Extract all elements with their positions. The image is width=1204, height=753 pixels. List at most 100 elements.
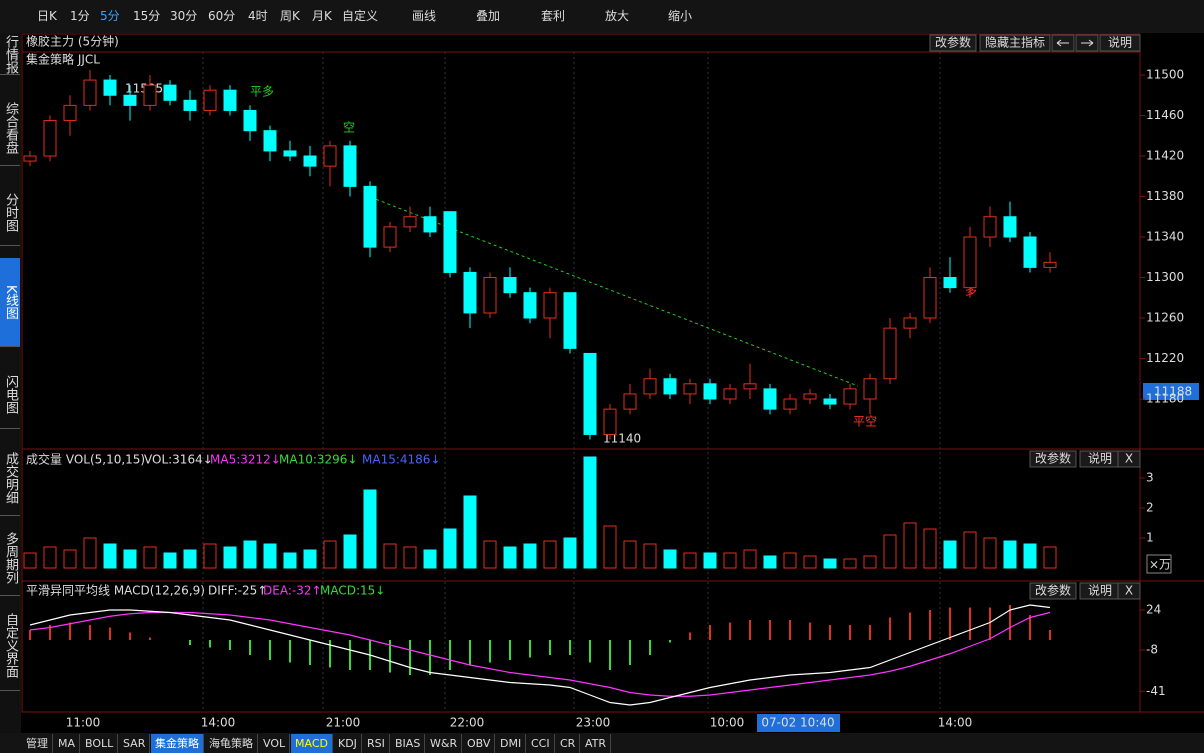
strategy-label: 集金策略 JJCL	[26, 52, 100, 67]
volume-bar	[163, 552, 177, 569]
price-tick-label: 11500	[1146, 68, 1184, 82]
candle-body	[703, 383, 717, 400]
volume-bar	[343, 534, 357, 569]
time-label: 14:00	[201, 716, 236, 730]
volume-bar	[503, 546, 517, 569]
toolbar-button[interactable]: 自定义	[342, 9, 379, 23]
candle-body	[843, 388, 857, 405]
sidebar-tab[interactable]: 成交明细	[0, 440, 20, 516]
panel-borders	[21, 33, 1204, 713]
bottom-tab[interactable]: CCI	[527, 734, 555, 753]
bottom-tab[interactable]: BIAS	[391, 734, 426, 753]
current-price-box	[1143, 383, 1199, 400]
candle-body	[183, 99, 197, 111]
bottom-tab[interactable]: SAR	[119, 734, 151, 753]
price-tick-label: 11380	[1146, 189, 1184, 203]
volume-bar	[643, 543, 657, 569]
volume-bar	[803, 555, 817, 569]
sidebar-tab[interactable]: 行情报价	[0, 34, 20, 75]
panel-button-label: 说明	[1088, 583, 1112, 598]
bottom-tab[interactable]: ATR	[581, 734, 612, 753]
bottom-tab[interactable]: 集金策略	[151, 734, 204, 753]
candle-body	[803, 393, 817, 400]
sidebar-tab[interactable]: 分时图	[0, 180, 20, 246]
time-label: 14:00	[938, 716, 973, 730]
price-tick-label: 11340	[1146, 230, 1184, 244]
candle-body	[403, 216, 417, 228]
bottom-tab[interactable]: 海龟策略	[205, 734, 258, 753]
candle-body	[43, 120, 57, 157]
bottom-tab[interactable]: KDJ	[334, 734, 362, 753]
candle-body	[483, 277, 497, 314]
bottom-tab[interactable]: W&R	[426, 734, 463, 753]
bottom-tab[interactable]: BOLL	[81, 734, 119, 753]
volume-bar	[1023, 543, 1037, 569]
price-tick-label: 11420	[1146, 149, 1184, 163]
bottom-tab[interactable]: OBV	[463, 734, 496, 753]
signal-label: 平空	[853, 415, 877, 429]
sidebar-tab[interactable]: 综合看盘	[0, 90, 20, 166]
panel-button	[1029, 450, 1077, 468]
volume-bar	[203, 543, 217, 569]
candle-body	[463, 271, 477, 314]
sidebar-tab[interactable]: 自定义界面	[0, 600, 20, 691]
volume-bar	[583, 456, 597, 569]
sidebar-tab[interactable]: 多周期列	[0, 520, 20, 596]
toolbar-button[interactable]: 30分	[170, 9, 198, 23]
volume-bar	[223, 546, 237, 569]
panel-button	[1117, 450, 1141, 468]
bottom-tab[interactable]: VOL	[259, 734, 291, 753]
toolbar-button[interactable]: 月K	[312, 9, 332, 23]
toolbar-button[interactable]: 4时	[248, 9, 268, 23]
bottom-tab[interactable]: 管理	[22, 734, 53, 753]
toolbar-button[interactable]: 套利	[541, 9, 566, 23]
toolbar-button[interactable]: 1分	[70, 9, 90, 23]
candle-body	[943, 277, 957, 289]
bottom-tab[interactable]: CR	[556, 734, 581, 753]
volume-bar	[903, 522, 917, 569]
toolbar-button[interactable]: 60分	[208, 9, 236, 23]
macd-tick-label: -41	[1146, 684, 1166, 698]
macd-tick-label: -8	[1146, 643, 1158, 657]
candle-body	[363, 185, 377, 248]
volume-bar	[323, 540, 337, 569]
bottom-tab[interactable]: MA	[54, 734, 81, 753]
toolbar-button[interactable]: 5分	[100, 9, 120, 23]
bottom-tab[interactable]: DMI	[496, 734, 527, 753]
candle-body	[523, 292, 537, 319]
toolbar-button[interactable]: 缩小	[668, 9, 693, 23]
volume-bar	[363, 489, 377, 569]
candle-body	[1003, 216, 1017, 238]
volume-bar	[523, 543, 537, 569]
signal-label: 平多	[250, 85, 274, 99]
volume-bar	[1003, 540, 1017, 569]
panel-button	[1117, 582, 1141, 600]
sidebar-tab[interactable]: K线图	[0, 258, 20, 347]
vol-tick-label: 1	[1146, 531, 1154, 545]
volume-bar	[123, 549, 137, 569]
volume-bar	[303, 549, 317, 569]
volume-bar	[883, 534, 897, 569]
toolbar-button[interactable]: 放大	[605, 9, 630, 23]
volume-bar	[743, 549, 757, 569]
toolbar-button[interactable]: 画线	[412, 9, 437, 23]
bottom-tab[interactable]: RSI	[363, 734, 390, 753]
candle-body	[143, 84, 157, 106]
candle-body	[963, 236, 977, 289]
toolbar-button[interactable]: 15分	[133, 9, 161, 23]
sidebar-tab[interactable]: 闪电图	[0, 360, 20, 429]
panel-button-label: 隐藏主指标	[985, 35, 1045, 50]
volume-bar	[243, 540, 257, 569]
sidebar-bg	[0, 33, 21, 733]
panel-button-label: X	[1125, 452, 1133, 466]
volume-bar	[1043, 546, 1057, 569]
volume-bar	[403, 546, 417, 569]
volume-bar	[983, 537, 997, 569]
toolbar-button[interactable]: 日K	[37, 9, 57, 23]
vol-unit: ×万	[1149, 558, 1171, 572]
bottom-tab[interactable]: MACD	[291, 734, 333, 753]
toolbar-button[interactable]: 叠加	[476, 9, 501, 23]
panel-button-label: 改参数	[1035, 583, 1071, 598]
toolbar-button[interactable]: 周K	[280, 9, 300, 23]
